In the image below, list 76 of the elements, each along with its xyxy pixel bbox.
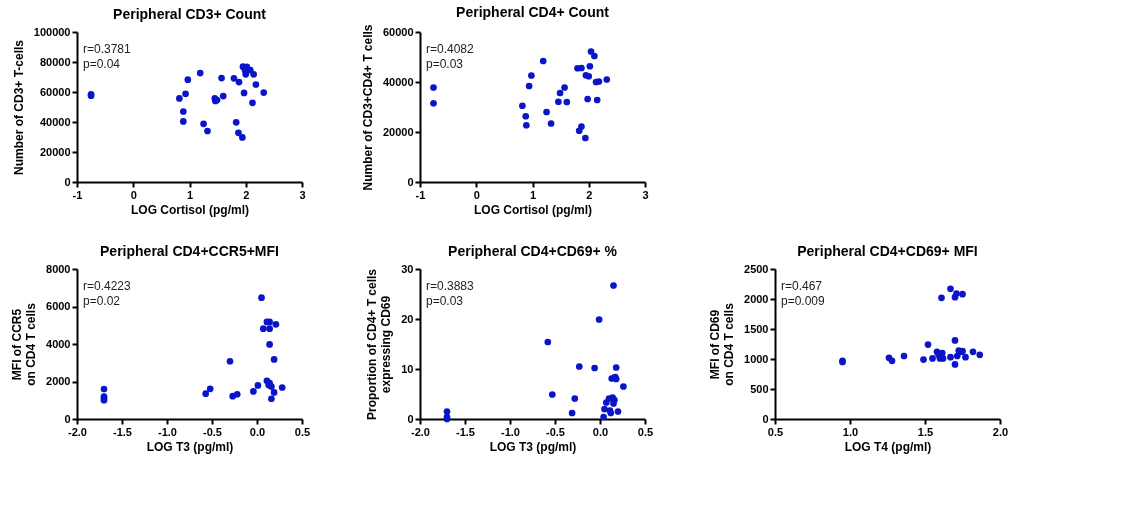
- x-tick-label: 1: [529, 188, 537, 201]
- chart-title: Peripheral CD4+CCR5+MFI: [100, 243, 279, 259]
- x-tick-label: 3: [299, 188, 306, 201]
- chart-title: Peripheral CD4+CD69+ MFI: [797, 243, 978, 259]
- x-tick-label: 2.0: [992, 425, 1009, 438]
- x-tick-label: 2: [243, 188, 250, 201]
- y-tick-label: 20000: [382, 125, 414, 138]
- x-tick-label: 3: [642, 188, 649, 201]
- x-axis-title: LOG T3 (pg/ml): [489, 439, 577, 454]
- annotation: p=0.03: [426, 57, 464, 71]
- y-tick-label: 1000: [744, 352, 769, 365]
- x-tick-label: 0.5: [294, 425, 311, 438]
- x-tick-label: -0.5: [203, 425, 222, 438]
- x-tick-label: 0.0: [249, 425, 266, 438]
- annotation: r=0.4223: [83, 279, 132, 293]
- y-axis-title: MFI of CCR5 on CD4 T cells: [10, 302, 39, 386]
- y-tick-label: 60000: [382, 25, 414, 38]
- y-tick-label: 2500: [744, 262, 769, 275]
- y-tick-label: 1500: [744, 322, 769, 335]
- x-tick-label: -1: [72, 188, 83, 201]
- x-tick-label: 1.5: [917, 425, 934, 438]
- x-tick-label: -1: [415, 188, 426, 201]
- annotation: p=0.04: [83, 57, 121, 71]
- y-tick-label: 100000: [33, 25, 71, 38]
- annotation: p=0.009: [781, 294, 826, 308]
- y-tick-label: 0: [407, 175, 414, 188]
- y-tick-label: 40000: [382, 75, 414, 88]
- annotation: r=0.467: [781, 279, 823, 293]
- chart-title: Peripheral CD3+ Count: [113, 6, 267, 22]
- y-axis-title: MFI of CD69 on CD4 T cells: [708, 302, 737, 386]
- x-tick-label: 0.0: [592, 425, 609, 438]
- x-tick-label: -1.5: [113, 425, 132, 438]
- annotation: p=0.02: [83, 294, 121, 308]
- y-tick-label: 80000: [39, 55, 71, 68]
- x-tick-label: -1.0: [501, 425, 520, 438]
- y-tick-label: 4000: [46, 337, 71, 350]
- y-tick-label: 20: [401, 312, 414, 325]
- y-tick-label: 2000: [744, 292, 769, 305]
- y-tick-label: 0: [762, 412, 769, 425]
- x-axis-title: LOG T3 (pg/ml): [146, 439, 234, 454]
- x-tick-label: 0.5: [637, 425, 654, 438]
- annotation: r=0.3781: [83, 42, 132, 56]
- y-tick-label: 6000: [46, 300, 71, 312]
- y-tick-label: 0: [64, 412, 71, 425]
- x-axis-title: LOG Cortisol (pg/ml): [131, 202, 249, 217]
- annotation: p=0.03: [426, 294, 464, 308]
- x-tick-label: 1.0: [842, 425, 859, 438]
- y-tick-label: 0: [64, 175, 71, 188]
- y-tick-label: 0: [407, 412, 414, 425]
- annotation: r=0.3883: [426, 279, 475, 293]
- x-tick-label: 2: [586, 188, 593, 201]
- x-axis-title: LOG T4 (pg/ml): [844, 439, 932, 454]
- y-tick-label: 10: [401, 362, 414, 375]
- y-tick-label: 20000: [39, 145, 71, 158]
- y-tick-label: 2000: [46, 375, 71, 387]
- y-tick-label: 40000: [39, 115, 71, 128]
- x-tick-label: 0: [130, 188, 137, 201]
- y-tick-label: 30: [401, 262, 414, 275]
- y-axis-title: Number of CD3+ T-cells: [11, 39, 26, 176]
- x-tick-label: -2.0: [68, 425, 87, 438]
- y-axis-title: Proportion of CD4+ T cells expressing CD69: [365, 268, 394, 421]
- y-tick-label: 500: [750, 382, 769, 395]
- x-tick-label: -1.0: [158, 425, 177, 438]
- x-tick-label: 1: [186, 188, 194, 201]
- x-tick-label: -0.5: [546, 425, 565, 438]
- chart-title: Peripheral CD4+ Count: [456, 3, 610, 20]
- x-axis-title: LOG Cortisol (pg/ml): [474, 202, 592, 217]
- annotation: r=0.4082: [426, 42, 475, 56]
- x-tick-label: -1.5: [456, 425, 475, 438]
- x-tick-label: 0.5: [767, 425, 784, 438]
- x-tick-label: 0: [473, 188, 480, 201]
- y-tick-label: 60000: [39, 85, 71, 98]
- x-tick-label: -2.0: [411, 425, 430, 438]
- y-axis-title: Number of CD3+CD4+ T cells: [360, 24, 375, 191]
- y-tick-label: 8000: [46, 262, 71, 275]
- chart-title: Peripheral CD4+CD69+ %: [448, 243, 618, 259]
